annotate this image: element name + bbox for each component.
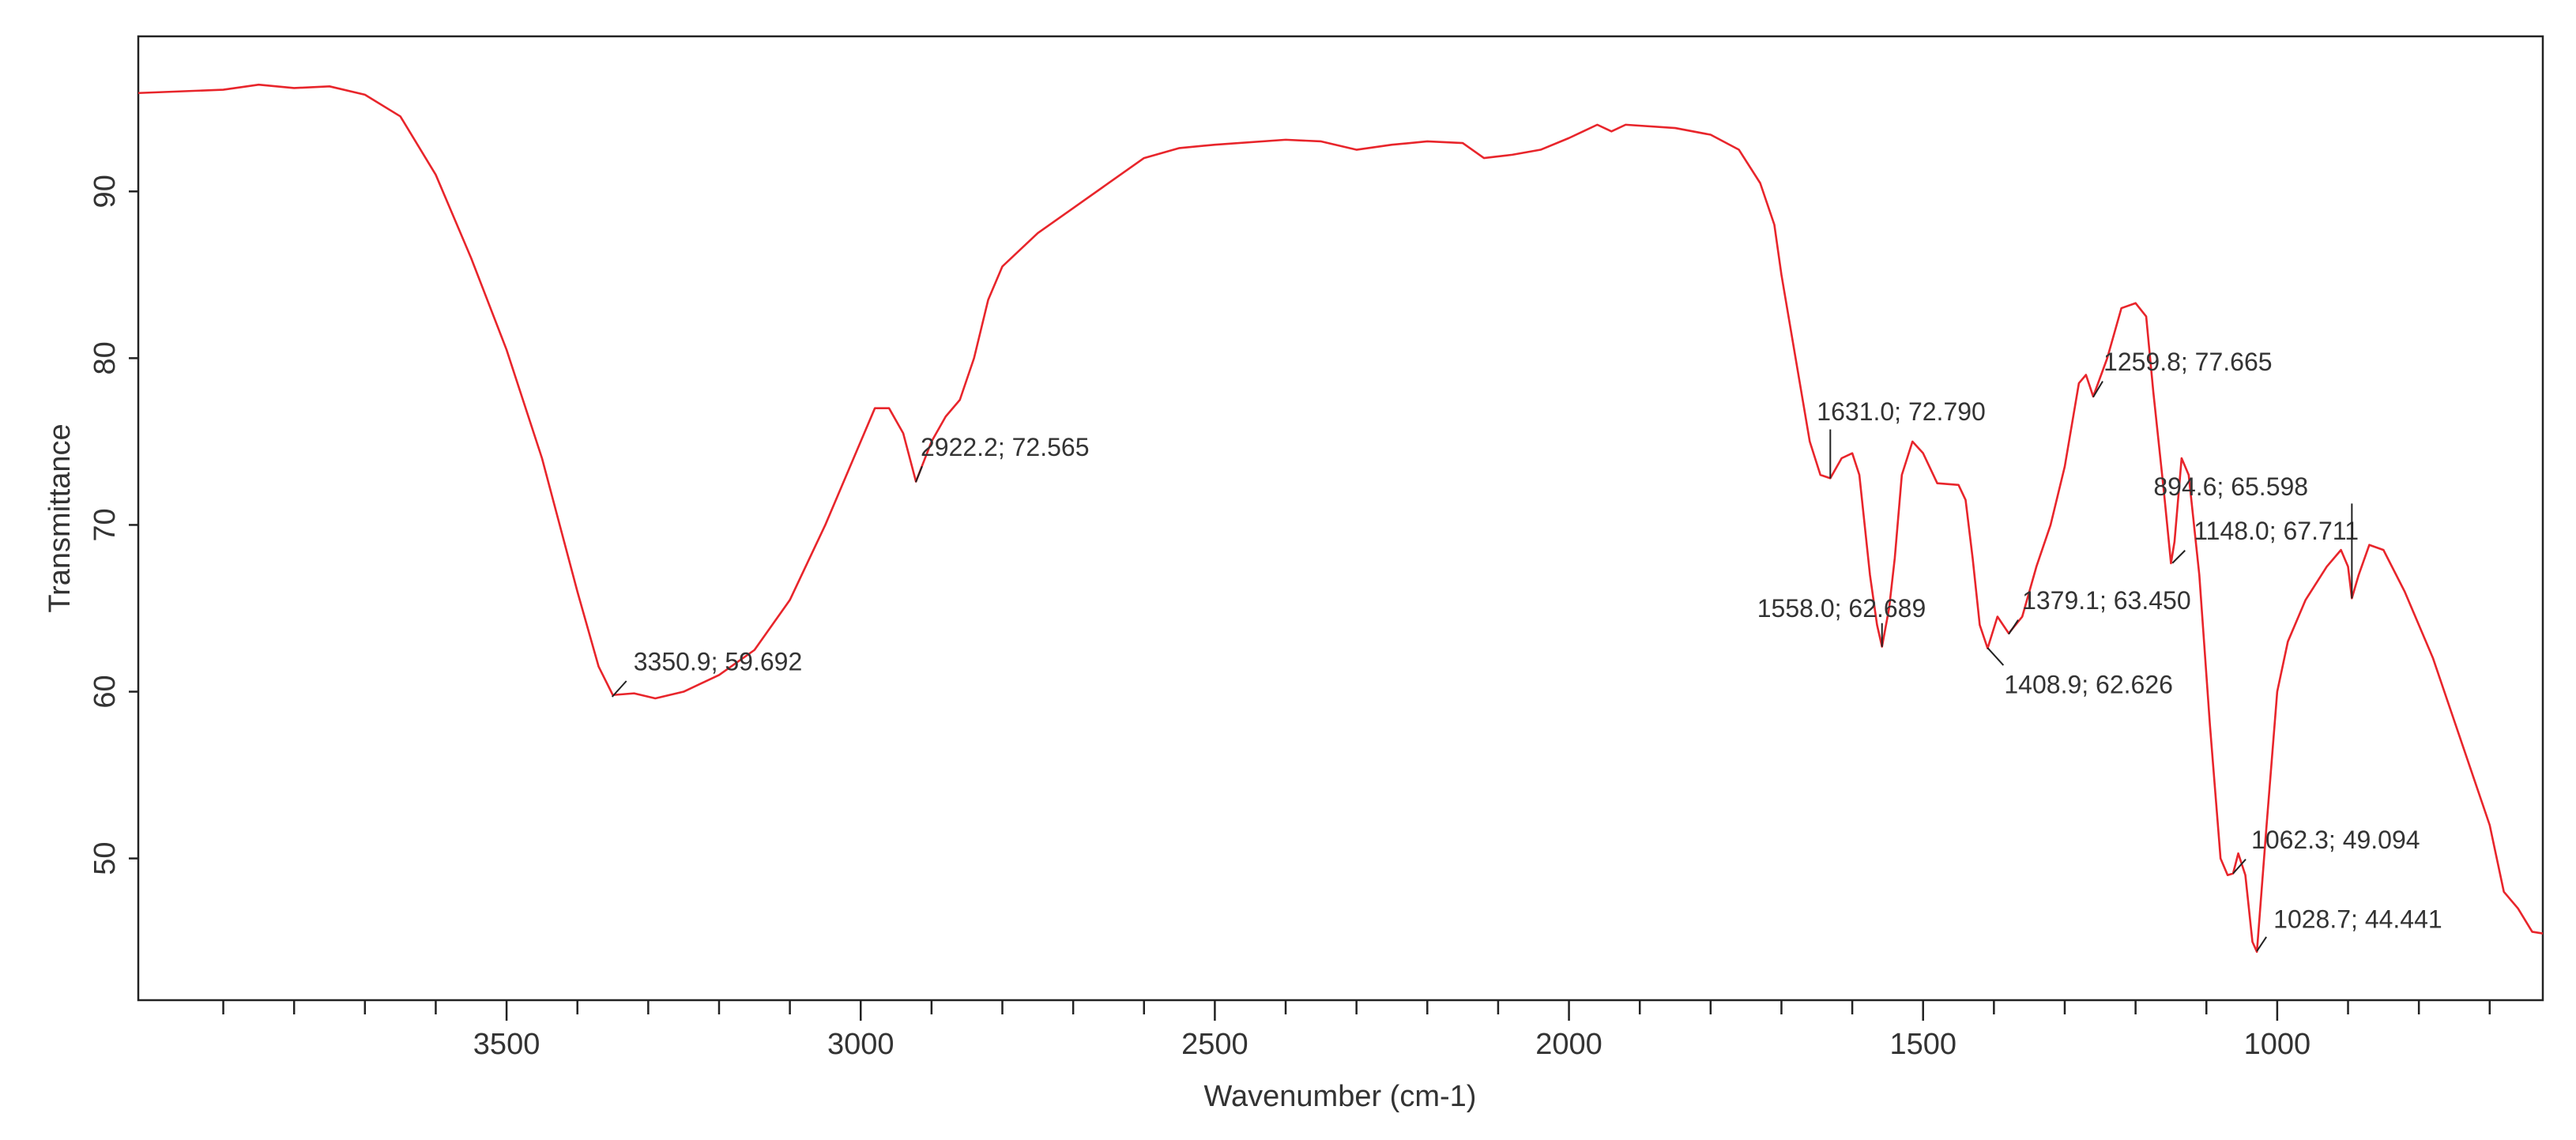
annotation-label: 1379.1; 63.450 [2022, 586, 2191, 615]
annotation-label: 1259.8; 77.665 [2103, 348, 2273, 376]
annotation-label: 2922.2; 72.565 [921, 433, 1090, 461]
x-tick-label: 1000 [2244, 1028, 2311, 1061]
x-tick-label: 3500 [473, 1028, 540, 1061]
annotation-leader [2008, 619, 2019, 635]
y-tick-label: 90 [89, 175, 122, 208]
spectrum-line [137, 83, 2544, 954]
annotation-label: 1631.0; 72.790 [1817, 397, 1986, 426]
y-tick-label: 80 [89, 341, 122, 374]
plot-frame [137, 35, 2544, 1002]
annotation-leader [611, 680, 627, 698]
annotation-label: 1148.0; 67.711 [2194, 517, 2359, 545]
y-tick-label: 70 [89, 508, 122, 541]
annotation-label: 3350.9; 59.692 [634, 647, 803, 675]
annotation-leader [2092, 381, 2103, 398]
annotation-leader [1987, 647, 2005, 666]
annotation-leader [2232, 859, 2246, 875]
y-axis-title: Transmittance [43, 423, 77, 612]
annotation-leader [2256, 936, 2267, 952]
y-tick-label: 60 [89, 675, 122, 708]
y-tick-label: 50 [89, 841, 122, 875]
x-tick-label: 3000 [827, 1028, 894, 1061]
annotation-label: 894.6; 65.598 [2153, 472, 2308, 501]
annotation-label: 1062.3; 49.094 [2251, 826, 2420, 854]
annotation-leader [2171, 550, 2186, 564]
x-tick-label: 2000 [1535, 1028, 1602, 1061]
x-axis-title: Wavenumber (cm-1) [1204, 1080, 1477, 1113]
annotation-label: 1028.7; 44.441 [2273, 905, 2442, 933]
annotation-label: 1408.9; 62.626 [2004, 671, 2173, 699]
x-tick-label: 2500 [1181, 1028, 1248, 1061]
annotation-leader [915, 465, 923, 483]
x-tick-label: 1500 [1889, 1028, 1956, 1061]
annotation-label: 1558.0; 62.689 [1757, 594, 1926, 623]
